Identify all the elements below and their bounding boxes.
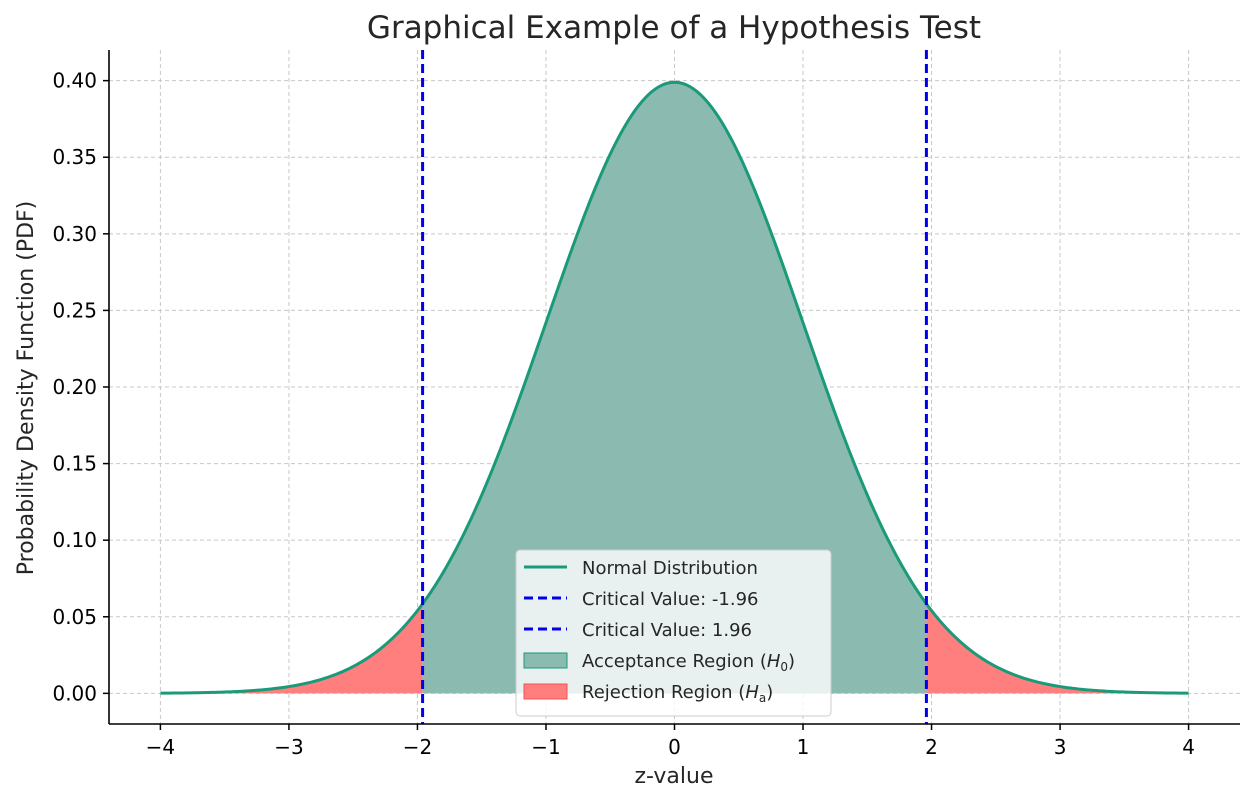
y-tick-label-8: 0.40 — [52, 69, 97, 93]
x-tick-label-3: −1 — [531, 735, 560, 759]
x-tick-label-2: −2 — [403, 735, 432, 759]
x-tick-label-6: 2 — [925, 735, 938, 759]
x-tick-label-8: 4 — [1182, 735, 1195, 759]
x-tick-label-5: 1 — [797, 735, 810, 759]
y-tick-label-0: 0.00 — [52, 681, 97, 705]
legend-acceptance-swatch — [523, 652, 568, 669]
shaded-regions — [160, 82, 1189, 694]
critical-lines — [421, 50, 928, 724]
y-tick-label-1: 0.05 — [52, 605, 97, 629]
y-ticks: 0.00 0.05 0.10 0.15 0.20 0.25 0.30 0.35 0.40 — [52, 69, 109, 705]
y-axis-label: Probability Density Function (PDF) — [14, 201, 39, 576]
x-tick-label-1: −3 — [274, 735, 303, 759]
rejection-region-left — [160, 603, 423, 694]
legend-acceptance-label: Acceptance Region (H0) — [582, 651, 795, 674]
legend: Normal Distribution Critical Value: -1.9… — [515, 549, 832, 717]
x-tick-label-4: 0 — [668, 735, 681, 759]
legend-box — [515, 549, 832, 717]
legend-critical-high-label: Critical Value: 1.96 — [582, 620, 752, 641]
x-ticks: −4 −3 −2 −1 0 1 2 3 4 — [146, 724, 1195, 759]
y-tick-label-5: 0.25 — [52, 298, 97, 322]
curve-layer — [160, 80, 1189, 695]
rejection-region-right — [926, 603, 1189, 694]
acceptance-region — [422, 82, 927, 694]
y-tick-label-3: 0.15 — [52, 452, 97, 476]
x-tick-label-0: −4 — [146, 735, 175, 759]
y-tick-label-2: 0.10 — [52, 528, 97, 552]
y-tick-label-4: 0.20 — [52, 375, 97, 399]
legend-critical-low-label: Critical Value: -1.96 — [582, 589, 758, 610]
legend-curve-label: Normal Distribution — [582, 558, 758, 579]
chart-title: Graphical Example of a Hypothesis Test — [367, 10, 981, 46]
x-tick-label-7: 3 — [1054, 735, 1067, 759]
y-tick-label-6: 0.30 — [52, 222, 97, 246]
legend-rejection-swatch — [523, 683, 568, 700]
y-tick-label-7: 0.35 — [52, 145, 97, 169]
legend-rejection-label: Rejection Region (Ha) — [582, 682, 773, 705]
x-axis-label: z-value — [635, 764, 714, 789]
normal-distribution-curve — [160, 80, 1189, 695]
